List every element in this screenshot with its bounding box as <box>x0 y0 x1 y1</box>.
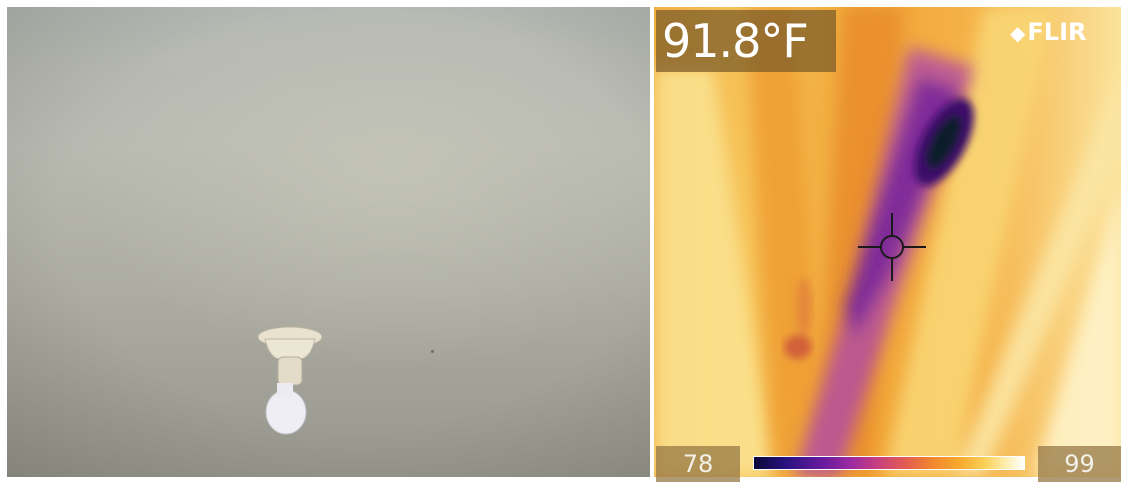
flir-logo: ◆FLIR <box>1010 17 1121 47</box>
temperature-scale-max: 99 <box>1038 446 1121 482</box>
ceiling-speck <box>431 350 434 353</box>
thermal-heatmap <box>654 7 1121 477</box>
flir-diamond-icon: ◆ <box>1010 21 1026 45</box>
flir-logo-text: FLIR <box>1027 18 1087 46</box>
spot-temperature-readout: 91.8°F <box>656 10 836 72</box>
visible-light-photo <box>7 7 650 477</box>
temperature-color-scale <box>753 456 1025 470</box>
thermal-image <box>654 7 1121 477</box>
ceiling-light-fixture-icon <box>257 326 323 435</box>
temperature-scale-min: 78 <box>656 446 740 482</box>
crosshair-icon <box>858 213 926 281</box>
photo-vignette <box>7 7 650 477</box>
